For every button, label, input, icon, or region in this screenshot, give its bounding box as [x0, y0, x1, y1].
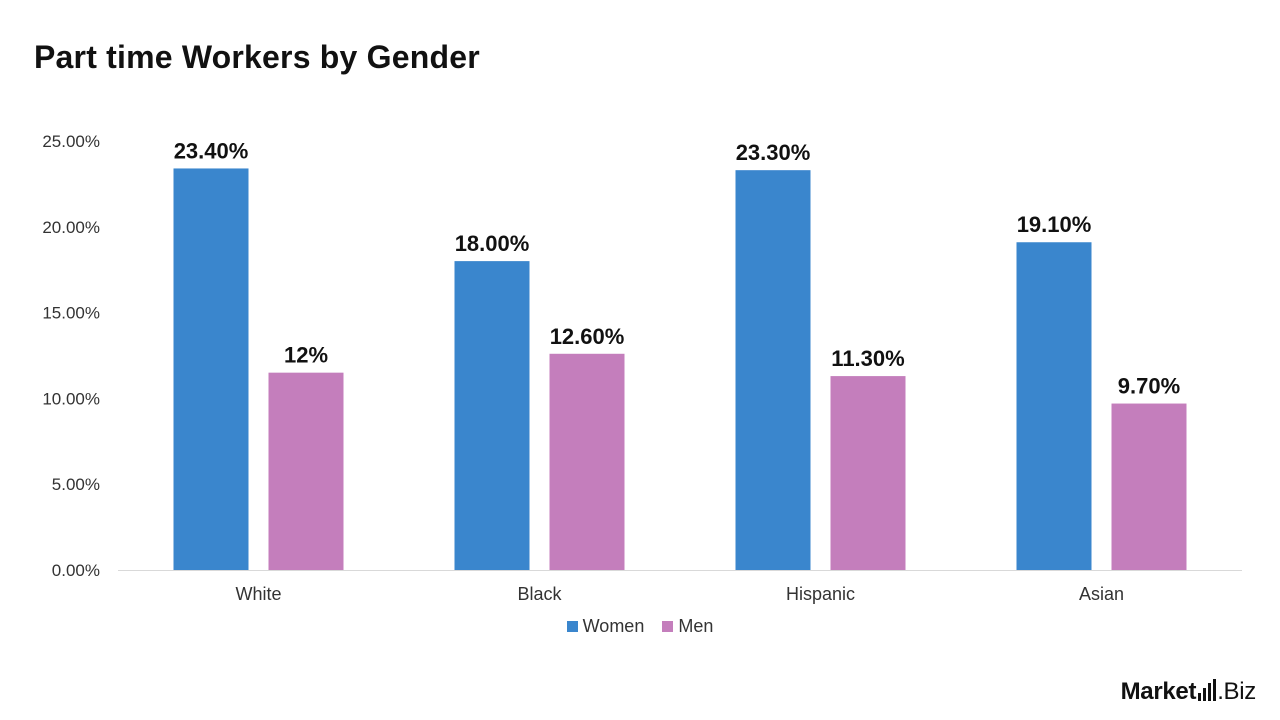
y-axis: 0.00% 5.00% 10.00% 15.00% 20.00% 25.00%	[42, 132, 100, 580]
logo-bars-icon	[1198, 679, 1217, 701]
bar-men-asian[interactable]	[1111, 403, 1187, 570]
data-label-men-white: 12%	[284, 343, 328, 368]
data-label-women-asian: 19.10%	[1017, 212, 1092, 237]
marketbiz-logo: Market .Biz	[1120, 678, 1257, 706]
legend-item-women[interactable]: Women	[566, 616, 645, 637]
chart-title: Part time Workers by Gender	[34, 39, 480, 75]
data-labels: 23.40% 12% 18.00% 12.60% 23.30% 11.30% 19.10% 9…	[174, 138, 1181, 398]
y-tick-label: 5.00%	[52, 475, 100, 494]
x-axis: White Black Hispanic Asian	[118, 570, 1242, 604]
legend-label-women: Women	[582, 616, 645, 636]
y-tick-label: 25.00%	[42, 132, 100, 151]
legend-label-men: Men	[678, 616, 714, 636]
logo-text-market: Market	[1120, 678, 1197, 705]
x-category-label: Hispanic	[786, 584, 855, 604]
bar-men-black[interactable]	[549, 353, 625, 570]
x-category-label: White	[235, 584, 281, 604]
data-label-men-asian: 9.70%	[1118, 374, 1180, 399]
y-tick-label: 10.00%	[42, 389, 100, 408]
bars	[173, 168, 1187, 570]
bar-women-black[interactable]	[454, 261, 530, 570]
y-tick-label: 20.00%	[42, 218, 100, 237]
data-label-women-black: 18.00%	[455, 231, 530, 256]
bar-women-asian[interactable]	[1016, 242, 1092, 570]
legend: Women Men	[0, 616, 1280, 637]
y-tick-label: 0.00%	[52, 561, 100, 580]
bar-women-hispanic[interactable]	[735, 170, 811, 570]
logo-text-biz: .Biz	[1217, 678, 1256, 705]
legend-item-men[interactable]: Men	[662, 616, 713, 637]
legend-swatch-men	[662, 621, 674, 632]
bar-men-white[interactable]	[268, 372, 344, 570]
data-label-men-hispanic: 11.30%	[831, 346, 904, 371]
y-tick-label: 15.00%	[42, 304, 100, 323]
x-category-label: Asian	[1079, 584, 1124, 604]
data-label-men-black: 12.60%	[550, 324, 625, 349]
bar-men-hispanic[interactable]	[830, 376, 906, 570]
x-category-label: Black	[517, 584, 562, 604]
data-label-women-hispanic: 23.30%	[736, 140, 811, 165]
bar-women-white[interactable]	[173, 168, 249, 570]
legend-swatch-women	[566, 621, 578, 632]
data-label-women-white: 23.40%	[174, 138, 249, 163]
